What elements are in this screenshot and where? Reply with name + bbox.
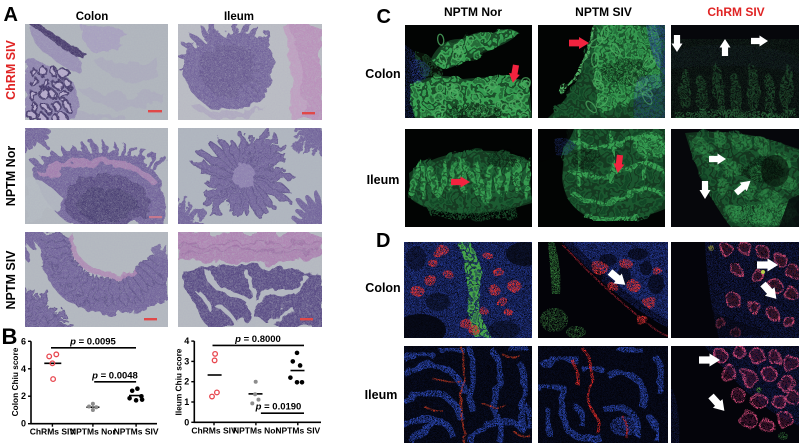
svg-text:p = 0.0095: p = 0.0095 [69,336,116,347]
svg-text:Ileum Chiu score: Ileum Chiu score [174,348,184,415]
svg-text:2: 2 [184,377,189,387]
svg-text:0: 0 [184,417,189,427]
svg-text:0: 0 [21,419,26,429]
svg-text:NPTMs SIV: NPTMs SIV [114,427,159,437]
svg-text:Colon Chiu score: Colon Chiu score [10,347,20,416]
svg-text:p = 0.0190: p = 0.0190 [255,402,302,413]
svg-text:NPTMs SIV: NPTMs SIV [275,425,320,435]
svg-text:4: 4 [184,336,189,346]
svg-text:4: 4 [21,364,26,374]
svg-text:NPTMs Nor: NPTMs Nor [70,427,117,437]
svg-text:ChRMs SIV: ChRMs SIV [191,425,237,435]
svg-text:6: 6 [21,336,26,346]
svg-text:3: 3 [184,356,189,366]
svg-text:1: 1 [184,397,189,407]
svg-text:p = 0.8000: p = 0.8000 [234,334,281,345]
svg-text:2: 2 [21,391,26,401]
svg-text:ChRMs SIV: ChRMs SIV [30,427,76,437]
svg-text:NPTMs Nor: NPTMs Nor [233,425,280,435]
svg-text:p = 0.0048: p = 0.0048 [91,370,138,381]
